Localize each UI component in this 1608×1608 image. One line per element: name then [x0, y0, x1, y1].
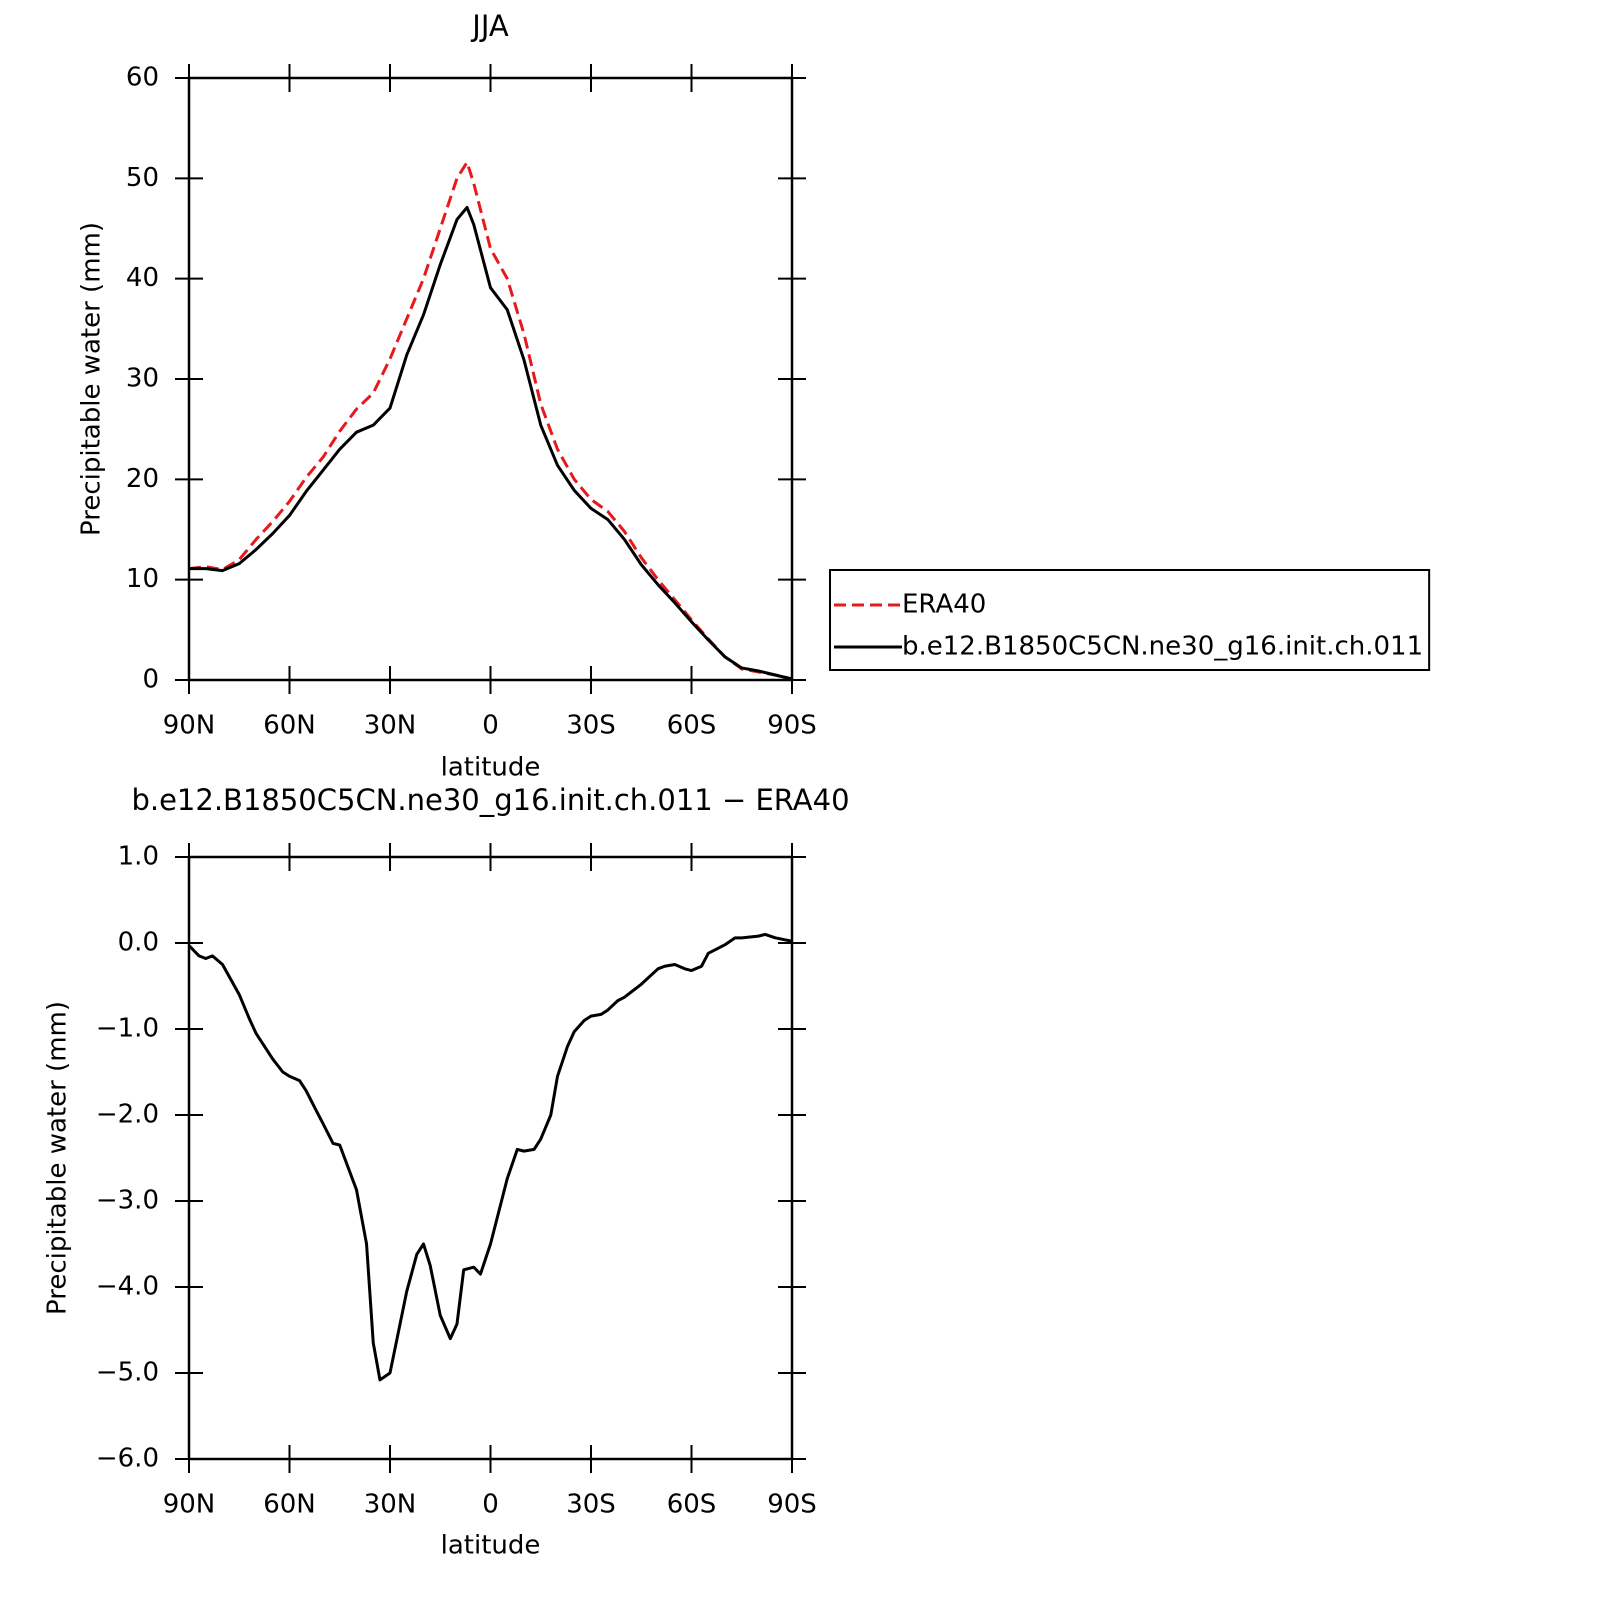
y-tick-label: 20 [126, 464, 159, 494]
x-axis-label: latitude [441, 753, 541, 783]
x-tick-label: 30N [364, 1490, 417, 1520]
y-tick-label: −3.0 [96, 1186, 159, 1216]
legend-label: b.e12.B1850C5CN.ne30_g16.init.ch.011 [902, 632, 1423, 662]
legend-label: ERA40 [902, 590, 986, 620]
y-tick-label: 40 [126, 263, 159, 293]
x-tick-label: 60S [667, 711, 717, 741]
x-tick-label: 0 [482, 1490, 499, 1520]
y-tick-label: 30 [126, 364, 159, 394]
y-tick-label: −4.0 [96, 1272, 159, 1302]
x-tick-label: 60N [263, 1490, 316, 1520]
x-tick-label: 0 [482, 711, 499, 741]
y-tick-label: −5.0 [96, 1358, 159, 1388]
x-tick-label: 60S [667, 1490, 717, 1520]
y-tick-label: 0 [142, 665, 159, 695]
legend-box [829, 569, 1431, 671]
y-tick-label: −6.0 [96, 1444, 159, 1474]
x-tick-label: 90N [163, 711, 216, 741]
y-tick-label: 0.0 [118, 928, 159, 958]
x-tick-label: 90N [163, 1490, 216, 1520]
data-line [188, 160, 793, 681]
y-tick-label: −1.0 [96, 1014, 159, 1044]
y-tick-label: 50 [126, 163, 159, 193]
x-tick-label: 60N [263, 711, 316, 741]
chart-title: b.e12.B1850C5CN.ne30_g16.init.ch.011 − E… [131, 783, 849, 817]
x-tick-label: 90S [767, 711, 817, 741]
y-tick-label: 1.0 [118, 842, 159, 872]
y-tick-label: 60 [126, 63, 159, 93]
x-tick-label: 30S [566, 711, 616, 741]
plot-frame [187, 76, 794, 682]
y-axis-label: Precipitable water (mm) [77, 222, 107, 536]
x-axis-label: latitude [441, 1531, 541, 1561]
x-tick-label: 30N [364, 711, 417, 741]
chart-title: JJA [470, 9, 509, 43]
y-axis-label: Precipitable water (mm) [43, 1001, 73, 1315]
y-tick-label: 10 [126, 564, 159, 594]
x-tick-label: 90S [767, 1490, 817, 1520]
x-tick-label: 30S [566, 1490, 616, 1520]
data-line [187, 932, 793, 1382]
plot-frame [187, 855, 794, 1461]
y-tick-label: −2.0 [96, 1100, 159, 1130]
data-line [189, 205, 793, 681]
